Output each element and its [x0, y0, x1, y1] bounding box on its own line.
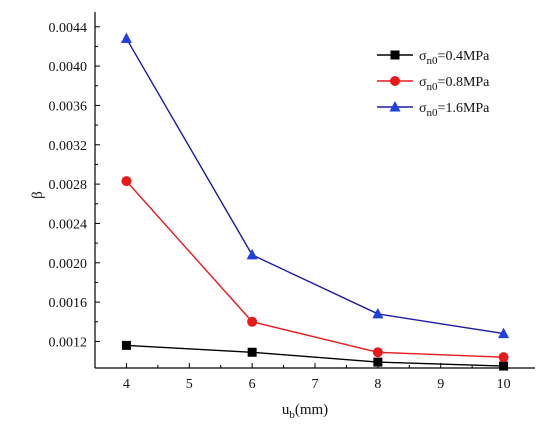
x-axis-title: ub(mm)	[282, 402, 328, 421]
y-tick-label: 0.0012	[49, 335, 88, 350]
legend-label: σn0=0.4MPa	[419, 49, 490, 67]
legend-marker	[389, 101, 401, 112]
data-point	[372, 347, 383, 358]
x-tick-label: 10	[497, 377, 511, 392]
legend-label: σn0=1.6MPa	[419, 101, 490, 119]
axes: 0.0012 0.0016 0.0020 0.0024 0.0028 0.0032 0.00…	[49, 12, 535, 392]
data-point	[246, 248, 258, 260]
x-tick-label: 4	[123, 377, 130, 392]
data-point	[120, 32, 132, 44]
series-circle	[121, 176, 509, 363]
legend: σn0=0.4MPa σn0=0.8MPa σn0=1.6MPa	[377, 49, 490, 119]
x-tick-label: 6	[249, 377, 256, 392]
y-tick-label: 0.0024	[49, 217, 88, 232]
series-line	[125, 180, 504, 358]
x-tick-label: 5	[186, 377, 193, 392]
x-tick-label: 7	[312, 377, 319, 392]
x-tick-label: 9	[437, 377, 444, 392]
data-point	[121, 176, 132, 187]
legend-item: σn0=0.4MPa	[377, 49, 490, 67]
data-point	[247, 316, 258, 327]
y-tick-label: 0.0044	[49, 21, 88, 36]
series-line	[126, 344, 504, 367]
legend-item: σn0=1.6MPa	[377, 101, 490, 119]
legend-marker	[390, 50, 400, 60]
legend-marker	[390, 76, 400, 86]
series-square	[121, 340, 509, 371]
y-axis-title: β	[30, 191, 46, 199]
data-point	[498, 352, 509, 363]
y-tick-label: 0.0020	[49, 257, 88, 272]
data-point	[499, 361, 509, 371]
data-point	[247, 347, 257, 357]
data-point	[372, 307, 384, 319]
legend-item: σn0=0.8MPa	[377, 75, 490, 93]
series-line	[125, 38, 504, 335]
x-tick-label: 8	[374, 377, 381, 392]
series-group	[120, 32, 510, 371]
data-point	[373, 357, 383, 367]
data-point	[498, 327, 510, 339]
data-point	[121, 340, 131, 350]
y-tick-label: 0.0036	[49, 99, 88, 114]
y-tick-label: 0.0016	[49, 296, 88, 311]
y-tick-label: 0.0032	[49, 139, 88, 154]
y-tick-label: 0.0040	[49, 60, 88, 75]
series-triangle	[120, 32, 510, 339]
legend-label: σn0=0.8MPa	[419, 75, 490, 93]
y-tick-label: 0.0028	[49, 178, 88, 193]
